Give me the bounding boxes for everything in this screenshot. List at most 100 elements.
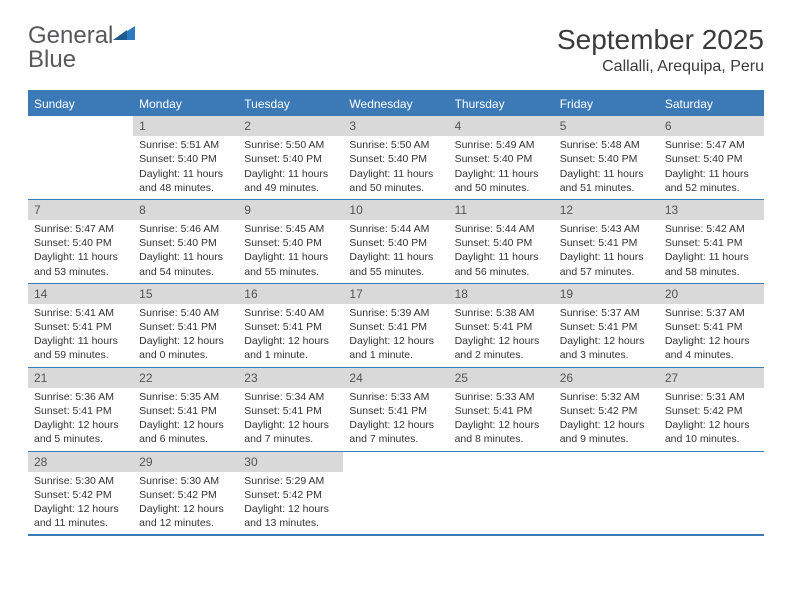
sunset-text: Sunset: 5:40 PM [349, 236, 442, 250]
calendar-cell: 24Sunrise: 5:33 AMSunset: 5:41 PMDayligh… [343, 368, 448, 451]
calendar-cell: 7Sunrise: 5:47 AMSunset: 5:40 PMDaylight… [28, 200, 133, 283]
day-number: 26 [554, 368, 659, 388]
daylight-text: Daylight: 11 hours and 57 minutes. [560, 250, 653, 278]
cell-body: Sunrise: 5:34 AMSunset: 5:41 PMDaylight:… [238, 388, 343, 451]
sunset-text: Sunset: 5:40 PM [244, 152, 337, 166]
sunrise-text: Sunrise: 5:35 AM [139, 390, 232, 404]
day-number: 28 [28, 452, 133, 472]
sunset-text: Sunset: 5:42 PM [560, 404, 653, 418]
calendar-cell: 18Sunrise: 5:38 AMSunset: 5:41 PMDayligh… [449, 284, 554, 367]
sunset-text: Sunset: 5:42 PM [139, 488, 232, 502]
day-number: 6 [659, 116, 764, 136]
sunrise-text: Sunrise: 5:30 AM [34, 474, 127, 488]
day-number: 3 [343, 116, 448, 136]
month-title: September 2025 [557, 24, 764, 56]
calendar-cell: 13Sunrise: 5:42 AMSunset: 5:41 PMDayligh… [659, 200, 764, 283]
daylight-text: Daylight: 12 hours and 13 minutes. [244, 502, 337, 530]
sunrise-text: Sunrise: 5:50 AM [244, 138, 337, 152]
calendar-cell [449, 452, 554, 535]
cell-body: Sunrise: 5:33 AMSunset: 5:41 PMDaylight:… [449, 388, 554, 451]
calendar-cell [554, 452, 659, 535]
day-number: 16 [238, 284, 343, 304]
day-number: 4 [449, 116, 554, 136]
cell-body: Sunrise: 5:30 AMSunset: 5:42 PMDaylight:… [133, 472, 238, 535]
daylight-text: Daylight: 12 hours and 10 minutes. [665, 418, 758, 446]
day-number: 15 [133, 284, 238, 304]
daylight-text: Daylight: 12 hours and 1 minute. [244, 334, 337, 362]
calendar-cell: 25Sunrise: 5:33 AMSunset: 5:41 PMDayligh… [449, 368, 554, 451]
daylight-text: Daylight: 12 hours and 8 minutes. [455, 418, 548, 446]
calendar-cell: 30Sunrise: 5:29 AMSunset: 5:42 PMDayligh… [238, 452, 343, 535]
logo: General Blue [28, 24, 135, 72]
calendar-cell [659, 452, 764, 535]
daylight-text: Daylight: 12 hours and 6 minutes. [139, 418, 232, 446]
location: Callalli, Arequipa, Peru [557, 58, 764, 76]
daylight-text: Daylight: 11 hours and 59 minutes. [34, 334, 127, 362]
sunrise-text: Sunrise: 5:32 AM [560, 390, 653, 404]
sunset-text: Sunset: 5:41 PM [139, 320, 232, 334]
day-number: 17 [343, 284, 448, 304]
week-row: 28Sunrise: 5:30 AMSunset: 5:42 PMDayligh… [28, 452, 764, 537]
header: General Blue September 2025 Callalli, Ar… [28, 24, 764, 76]
calendar-cell: 6Sunrise: 5:47 AMSunset: 5:40 PMDaylight… [659, 116, 764, 199]
sunset-text: Sunset: 5:40 PM [139, 152, 232, 166]
daylight-text: Daylight: 11 hours and 50 minutes. [455, 167, 548, 195]
day-number: 24 [343, 368, 448, 388]
day-number: 8 [133, 200, 238, 220]
calendar-cell: 22 Sunrise: 5:35 AMSunset: 5:41 PMDayligh… [133, 368, 238, 451]
sunrise-text: Sunrise: 5:45 AM [244, 222, 337, 236]
day-number: 10 [343, 200, 448, 220]
cell-body: Sunrise: 5:38 AMSunset: 5:41 PMDaylight:… [449, 304, 554, 367]
week-row: 7Sunrise: 5:47 AMSunset: 5:40 PMDaylight… [28, 200, 764, 284]
day-number: 12 [554, 200, 659, 220]
day-number: 19 [554, 284, 659, 304]
day-number: 13 [659, 200, 764, 220]
cell-body: Sunrise: 5:29 AMSunset: 5:42 PMDaylight:… [238, 472, 343, 535]
sunset-text: Sunset: 5:40 PM [560, 152, 653, 166]
week-row: 1Sunrise: 5:51 AMSunset: 5:40 PMDaylight… [28, 116, 764, 200]
sunset-text: Sunset: 5:40 PM [665, 152, 758, 166]
day-number: 7 [28, 200, 133, 220]
calendar-cell: 5Sunrise: 5:48 AMSunset: 5:40 PMDaylight… [554, 116, 659, 199]
calendar-cell: 8Sunrise: 5:46 AMSunset: 5:40 PMDaylight… [133, 200, 238, 283]
daylight-text: Daylight: 11 hours and 58 minutes. [665, 250, 758, 278]
sunrise-text: Sunrise: 5:37 AM [665, 306, 758, 320]
week-row: 21Sunrise: 5:36 AMSunset: 5:41 PMDayligh… [28, 368, 764, 452]
sunrise-text: Sunrise: 5:40 AM [244, 306, 337, 320]
sunset-text: Sunset: 5:42 PM [34, 488, 127, 502]
daylight-text: Daylight: 12 hours and 7 minutes. [244, 418, 337, 446]
calendar-cell [28, 116, 133, 199]
sunset-text: Sunset: 5:40 PM [244, 236, 337, 250]
day-number: 11 [449, 200, 554, 220]
sunrise-text: Sunrise: 5:48 AM [560, 138, 653, 152]
daylight-text: Daylight: 12 hours and 4 minutes. [665, 334, 758, 362]
calendar-cell: 14Sunrise: 5:41 AMSunset: 5:41 PMDayligh… [28, 284, 133, 367]
calendar-cell: 10Sunrise: 5:44 AMSunset: 5:40 PMDayligh… [343, 200, 448, 283]
day-number: 20 [659, 284, 764, 304]
cell-body [449, 472, 554, 478]
sunrise-text: Sunrise: 5:44 AM [455, 222, 548, 236]
sunrise-text: Sunrise: 5:34 AM [244, 390, 337, 404]
daylight-text: Daylight: 12 hours and 2 minutes. [455, 334, 548, 362]
sunset-text: Sunset: 5:41 PM [34, 320, 127, 334]
cell-body: Sunrise: 5:39 AMSunset: 5:41 PMDaylight:… [343, 304, 448, 367]
sunrise-text: Sunrise: 5:46 AM [139, 222, 232, 236]
day-headers: Sunday Monday Tuesday Wednesday Thursday… [28, 92, 764, 116]
daylight-text: Daylight: 12 hours and 3 minutes. [560, 334, 653, 362]
day-header-mon: Monday [133, 92, 238, 116]
daylight-text: Daylight: 11 hours and 49 minutes. [244, 167, 337, 195]
daylight-text: Daylight: 12 hours and 12 minutes. [139, 502, 232, 530]
cell-body: Sunrise: 5:44 AMSunset: 5:40 PMDaylight:… [343, 220, 448, 283]
daylight-text: Daylight: 12 hours and 5 minutes. [34, 418, 127, 446]
calendar: Sunday Monday Tuesday Wednesday Thursday… [28, 90, 764, 536]
cell-body: Sunrise: 5:50 AMSunset: 5:40 PMDaylight:… [238, 136, 343, 199]
day-header-wed: Wednesday [343, 92, 448, 116]
sunset-text: Sunset: 5:41 PM [34, 404, 127, 418]
sunrise-text: Sunrise: 5:39 AM [349, 306, 442, 320]
cell-body: Sunrise: 5:36 AMSunset: 5:41 PMDaylight:… [28, 388, 133, 451]
day-header-thu: Thursday [449, 92, 554, 116]
sunset-text: Sunset: 5:41 PM [139, 404, 232, 418]
sunset-text: Sunset: 5:40 PM [455, 236, 548, 250]
day-number: 22 [133, 368, 238, 388]
day-number [659, 452, 764, 472]
